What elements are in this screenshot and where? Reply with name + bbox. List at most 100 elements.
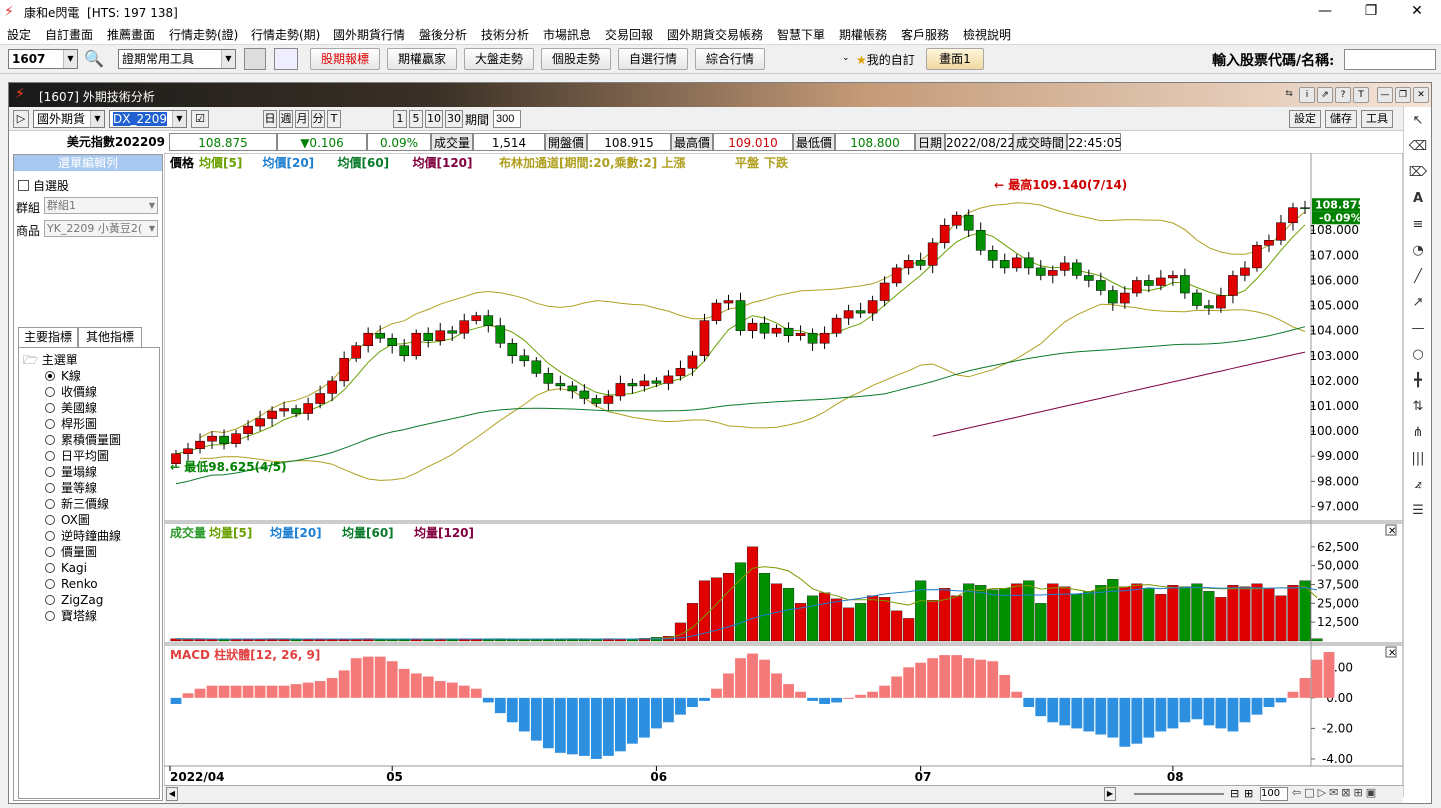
info-icon[interactable]: i xyxy=(1299,87,1315,103)
gann-icon[interactable]: ⋔ xyxy=(1412,425,1424,440)
tree-item[interactable]: K線 xyxy=(45,368,81,384)
tree-item[interactable]: ZigZag xyxy=(45,592,103,608)
chart-scrollbar[interactable]: ◀ ▶ ⊟ ⊞ 100 ⇦□▷✉⊠⊞▣ xyxy=(164,785,1403,803)
search-icon[interactable]: 🔍 xyxy=(84,49,104,68)
tree-item[interactable]: 寶塔線 xyxy=(45,608,97,624)
circle-icon[interactable]: ○ xyxy=(1412,347,1424,362)
minimize-button[interactable]: — xyxy=(1318,3,1332,19)
window-close-icon[interactable]: ✕ xyxy=(1413,87,1429,103)
contract-select[interactable]: DX_2209 ▼ xyxy=(109,110,187,128)
tools-button[interactable]: 工具 xyxy=(1361,110,1393,128)
link-icon[interactable]: ⇆ xyxy=(1285,89,1293,99)
market-trend-button[interactable]: 大盤走勢 xyxy=(464,48,534,70)
code-combo[interactable]: 1607 ▼ xyxy=(8,49,78,69)
menu-market-news[interactable]: 市場訊息 xyxy=(543,28,592,42)
text-icon[interactable]: A xyxy=(1412,191,1424,206)
tool-config-icon[interactable] xyxy=(244,48,266,70)
self-select-checkbox[interactable]: 自選股 xyxy=(18,177,69,194)
tree-item[interactable]: 量塌線 xyxy=(45,464,97,480)
menu-recommended[interactable]: 推薦畫面 xyxy=(107,28,156,42)
menu-settings[interactable]: 設定 xyxy=(7,28,32,42)
checkbox-edit-icon[interactable]: ☑ xyxy=(191,110,209,128)
ray-icon[interactable]: ↗ xyxy=(1412,295,1424,310)
window-restore-icon[interactable]: ❐ xyxy=(1395,87,1411,103)
line-icon[interactable]: ╱ xyxy=(1414,269,1422,284)
fib-icon[interactable]: ◔ xyxy=(1412,243,1424,258)
menu-smart-order[interactable]: 智慧下單 xyxy=(777,28,826,42)
period-minute-button[interactable]: 分 xyxy=(311,110,325,128)
market-select[interactable]: 國外期貨 ▼ xyxy=(33,110,105,128)
eraser-icon[interactable]: ⌫ xyxy=(1408,139,1428,154)
menu-options-account[interactable]: 期權帳務 xyxy=(839,28,888,42)
zoom-in-icon[interactable]: ⊞ xyxy=(1244,787,1254,800)
settings-button[interactable]: 設定 xyxy=(1289,110,1321,128)
arrows-icon[interactable]: ⇅ xyxy=(1412,399,1424,414)
zoom-value[interactable]: 100 xyxy=(1260,787,1288,801)
tree-item[interactable]: Kagi xyxy=(45,560,87,576)
tree-item[interactable]: OX圖 xyxy=(45,512,90,528)
minute-30-button[interactable]: 30 xyxy=(445,110,463,128)
tree-root[interactable]: 🗁 主選單 xyxy=(23,353,78,367)
menu-help[interactable]: 檢視說明 xyxy=(963,28,1012,42)
restore-button[interactable]: ❐ xyxy=(1364,3,1378,19)
period-input[interactable] xyxy=(493,110,521,128)
self-quote-button[interactable]: 自選行情 xyxy=(618,48,688,70)
minute-1-button[interactable]: 1 xyxy=(393,110,407,128)
chevron-down-icon[interactable]: ⌄ xyxy=(842,53,850,63)
close-button[interactable]: ✕ xyxy=(1411,3,1423,19)
help-icon[interactable]: ? xyxy=(1335,87,1351,103)
tree-item[interactable]: 收價線 xyxy=(45,384,97,400)
zoom-out-icon[interactable]: ⊟ xyxy=(1230,787,1240,800)
scroll-left-icon[interactable]: ◀ xyxy=(166,787,178,801)
save-button[interactable]: 儲存 xyxy=(1325,110,1357,128)
all-eraser-icon[interactable]: ⌦ xyxy=(1408,165,1428,180)
fan-icon[interactable]: ⦨ xyxy=(1414,477,1422,492)
tab-other-indicators[interactable]: 其他指標 xyxy=(78,327,142,347)
add-window-icon[interactable] xyxy=(274,48,298,70)
tree-item[interactable]: 逆時鐘曲線 xyxy=(45,528,121,544)
screen1-button[interactable]: 畫面1 xyxy=(926,48,984,70)
share-icon[interactable]: ⇗ xyxy=(1317,87,1333,103)
tree-item[interactable]: 日平均圖 xyxy=(45,448,109,464)
tree-item[interactable]: 美國線 xyxy=(45,400,97,416)
menu-foreign-account[interactable]: 國外期貨交易帳務 xyxy=(667,28,764,42)
period-tick-button[interactable]: T xyxy=(327,110,341,128)
menu-technical[interactable]: 技術分析 xyxy=(481,28,530,42)
combined-quote-button[interactable]: 綜合行情 xyxy=(695,48,765,70)
options-winner-button[interactable]: 期權贏家 xyxy=(387,48,457,70)
marker-icon[interactable]: ╋ xyxy=(1414,373,1422,388)
minute-10-button[interactable]: 10 xyxy=(425,110,443,128)
tree-item[interactable]: 桿形圖 xyxy=(45,416,97,432)
stock-futures-button[interactable]: 股期報標 xyxy=(310,48,380,70)
minute-5-button[interactable]: 5 xyxy=(409,110,423,128)
stock-input[interactable] xyxy=(1344,49,1436,70)
hlines-icon[interactable]: ≡ xyxy=(1412,217,1424,232)
menu-quote-stock[interactable]: 行情走勢(證) xyxy=(169,28,239,42)
tool-select[interactable]: 證期常用工具 ▼ xyxy=(118,49,236,69)
menu-customer-service[interactable]: 客戶服務 xyxy=(901,28,950,42)
cursor-icon[interactable]: ↖ xyxy=(1412,113,1424,128)
chart-controls-icons[interactable]: ⇦□▷✉⊠⊞▣ xyxy=(1292,786,1380,799)
tree-item[interactable]: 量等線 xyxy=(45,480,97,496)
period-week-button[interactable]: 週 xyxy=(279,110,293,128)
tree-item[interactable]: 價量圖 xyxy=(45,544,97,560)
play-icon[interactable]: ▷ xyxy=(13,110,29,128)
zoom-slider[interactable] xyxy=(1134,793,1224,795)
period-month-button[interactable]: 月 xyxy=(295,110,309,128)
group-select[interactable]: 群組1 ▼ xyxy=(44,197,158,214)
vlines-icon[interactable]: ||| xyxy=(1411,451,1425,466)
stock-trend-button[interactable]: 個股走勢 xyxy=(541,48,611,70)
window-minimize-icon[interactable]: — xyxy=(1377,87,1393,103)
menu-after-hours[interactable]: 盤後分析 xyxy=(419,28,468,42)
menu-quote-futures[interactable]: 行情走勢(期) xyxy=(251,28,321,42)
tree-item[interactable]: 累積價量圖 xyxy=(45,432,121,448)
period-day-button[interactable]: 日 xyxy=(263,110,277,128)
horizontal-line-icon[interactable]: — xyxy=(1411,321,1425,336)
menu-trade-report[interactable]: 交易回報 xyxy=(605,28,654,42)
pin-icon[interactable]: T xyxy=(1353,87,1369,103)
scroll-right-icon[interactable]: ▶ xyxy=(1104,787,1116,801)
my-custom-link[interactable]: ★我的自訂 xyxy=(856,53,915,67)
tree-item[interactable]: Renko xyxy=(45,576,98,592)
menu-custom-screen[interactable]: 自訂畫面 xyxy=(45,28,94,42)
channel-icon[interactable]: ☰ xyxy=(1412,503,1424,518)
